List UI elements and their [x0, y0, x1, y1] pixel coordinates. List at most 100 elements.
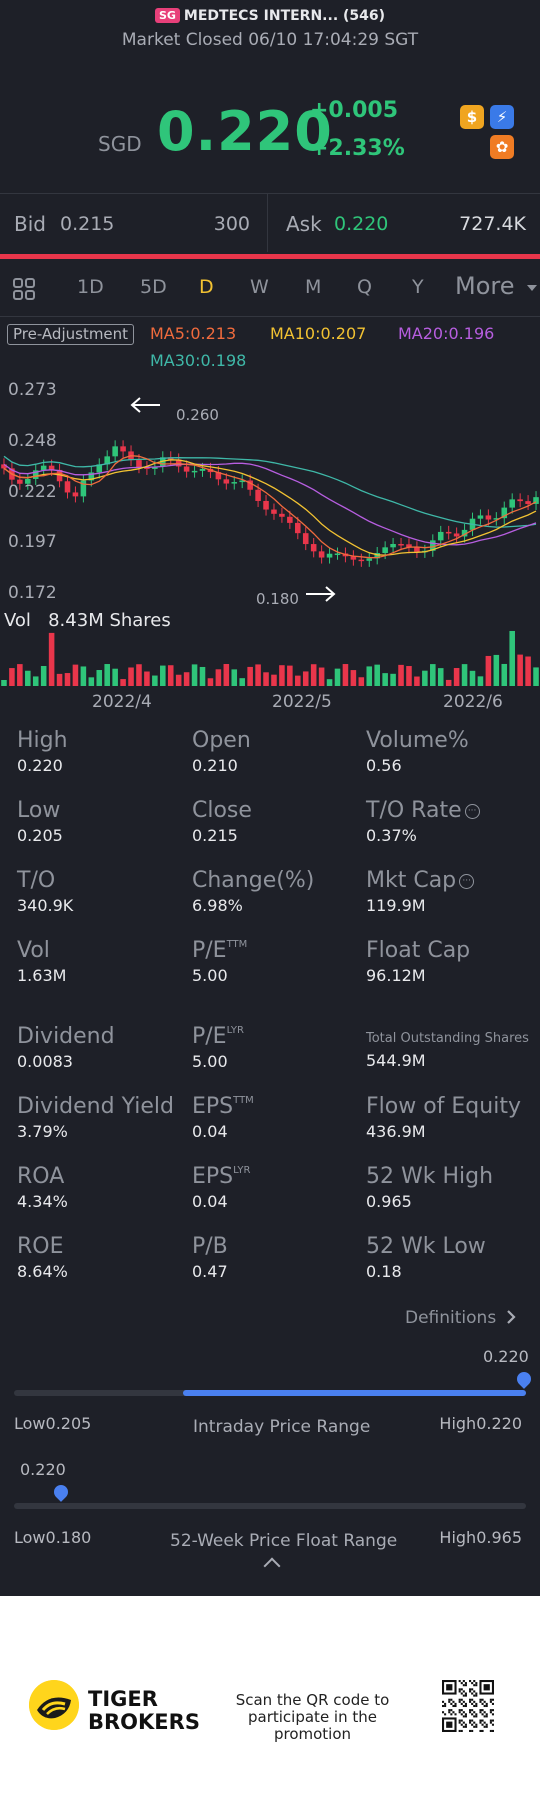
- stock-title: SG MEDTECS INTERN... (546): [0, 8, 540, 24]
- pre-adjustment-toggle[interactable]: Pre-Adjustment: [7, 324, 135, 345]
- stat-item: High 0.220: [17, 728, 187, 775]
- qr-module: [479, 1721, 482, 1724]
- stat-value: 0.965: [366, 1192, 412, 1211]
- tab-more[interactable]: More: [455, 272, 515, 300]
- candle-body: [32, 470, 39, 479]
- chart-layout-icon[interactable]: [12, 277, 36, 301]
- ma10-line: [3, 459, 537, 556]
- qr-module: [469, 1690, 472, 1693]
- tab-day[interactable]: D: [199, 276, 214, 298]
- volume-bar: [390, 673, 396, 686]
- candle-body: [191, 470, 198, 473]
- qr-module: [483, 1725, 486, 1728]
- qr-module: [475, 1692, 478, 1695]
- volume-bar: [167, 665, 174, 686]
- candle-body: [40, 465, 47, 471]
- stat-value: 0.210: [192, 756, 238, 775]
- lightning-badge-icon[interactable]: ⚡: [490, 105, 514, 129]
- candle-body: [199, 468, 206, 471]
- qr-module: [450, 1698, 453, 1701]
- info-icon[interactable]: ···: [459, 874, 475, 889]
- qr-module: [471, 1698, 474, 1701]
- qr-module: [464, 1692, 467, 1695]
- qr-module: [462, 1694, 465, 1697]
- stat-label-superscript: LYR: [226, 1025, 244, 1036]
- candle-body: [326, 553, 333, 558]
- qr-module: [462, 1680, 465, 1683]
- volume-bar: [422, 670, 428, 686]
- qr-module: [475, 1684, 478, 1687]
- qr-module: [462, 1721, 465, 1724]
- stat-item: EPSTTM 0.04: [192, 1094, 362, 1141]
- tab-year[interactable]: Y: [412, 276, 424, 298]
- candle-body: [17, 479, 23, 484]
- qr-module: [464, 1725, 467, 1728]
- stat-value: 5.00: [192, 1052, 228, 1071]
- candlestick-chart[interactable]: [0, 370, 540, 610]
- qr-module: [460, 1713, 463, 1716]
- stat-value: 0.215: [192, 826, 238, 845]
- volume-chart[interactable]: [0, 628, 540, 686]
- qr-module: [448, 1709, 451, 1712]
- volume-bar: [445, 679, 452, 686]
- tiger-badge-icon[interactable]: ✿: [490, 135, 514, 159]
- qr-module: [471, 1688, 474, 1691]
- stat-value: 3.79%: [17, 1122, 68, 1141]
- candle-body: [374, 553, 380, 559]
- stat-item: Dividend 0.0083: [17, 1024, 187, 1071]
- volume-bar: [32, 676, 39, 686]
- qr-module: [475, 1694, 478, 1697]
- candle-body: [398, 543, 404, 546]
- qr-module: [473, 1680, 476, 1683]
- qr-module: [483, 1704, 486, 1708]
- volume-bar: [144, 671, 150, 686]
- qr-module: [460, 1682, 463, 1685]
- stat-item: P/ELYR 5.00: [192, 1024, 362, 1071]
- tab-week[interactable]: W: [250, 276, 269, 298]
- qr-module: [489, 1698, 492, 1701]
- volume-bar: [382, 673, 388, 686]
- qr-module: [473, 1690, 476, 1693]
- qr-module: [491, 1729, 494, 1732]
- volume-bar: [493, 654, 500, 686]
- tab-quarter[interactable]: Q: [357, 276, 372, 298]
- qr-module: [469, 1719, 472, 1722]
- qr-module: [469, 1698, 472, 1701]
- x-tick: 2022/5: [272, 692, 332, 712]
- qr-code-icon[interactable]: [442, 1680, 494, 1732]
- qr-module: [442, 1711, 445, 1714]
- scan-line2: participate in the promotion: [248, 1708, 377, 1743]
- week52-high: High0.965: [439, 1528, 522, 1547]
- definitions-link[interactable]: Definitions: [405, 1308, 516, 1328]
- bid-price: 0.215: [60, 213, 115, 235]
- qr-module: [471, 1723, 474, 1726]
- qr-module: [454, 1713, 457, 1716]
- qr-module: [452, 1700, 455, 1703]
- info-icon[interactable]: ···: [464, 804, 480, 819]
- tab-1d[interactable]: 1D: [77, 276, 104, 298]
- chevron-down-icon[interactable]: [527, 285, 537, 293]
- qr-module: [469, 1680, 472, 1683]
- candle-body: [263, 500, 269, 510]
- qr-module: [489, 1721, 492, 1724]
- volume-bar: [207, 678, 214, 686]
- dollar-badge-icon[interactable]: $: [460, 105, 484, 129]
- volume-bar: [175, 674, 182, 686]
- qr-module: [444, 1702, 447, 1705]
- stat-item: 52 Wk High 0.965: [366, 1164, 536, 1211]
- qr-module: [475, 1682, 478, 1685]
- qr-module: [479, 1719, 482, 1722]
- bid-ask-panel[interactable]: Bid 0.215 300 Ask 0.220 727.4K: [0, 194, 540, 254]
- stat-value: 0.37%: [366, 826, 417, 845]
- qr-module: [460, 1719, 463, 1722]
- tab-5d[interactable]: 5D: [140, 276, 167, 298]
- ask-size: 727.4K: [459, 213, 526, 235]
- tab-month[interactable]: M: [305, 276, 322, 298]
- qr-module: [462, 1700, 465, 1703]
- candle-body: [437, 531, 444, 541]
- candle-body: [302, 533, 309, 545]
- brand-line1: TIGER: [88, 1687, 158, 1711]
- stat-item: Flow of Equity 436.9M: [366, 1094, 536, 1141]
- candle-body: [493, 518, 500, 520]
- candle-body: [112, 446, 118, 457]
